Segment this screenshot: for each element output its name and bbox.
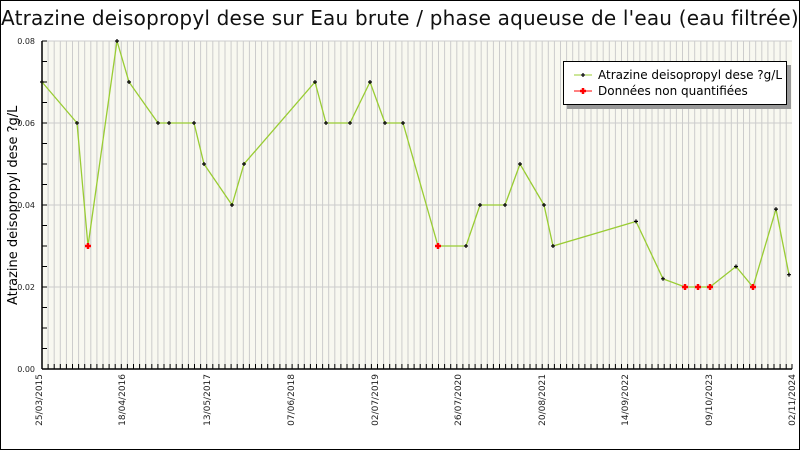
data-point-marker xyxy=(542,203,546,207)
data-point-marker xyxy=(127,80,131,84)
data-point-marker xyxy=(551,244,555,248)
non-quantified-marker xyxy=(682,284,688,290)
legend-item-measured: Atrazine deisopropyl dese ?g/L xyxy=(572,67,782,83)
data-point-marker xyxy=(634,219,638,224)
data-point-marker xyxy=(202,162,206,166)
data-series xyxy=(40,39,791,290)
non-quantified-marker xyxy=(695,284,701,290)
legend-label: Données non quantifiées xyxy=(598,84,748,98)
data-point-marker xyxy=(75,121,79,125)
x-tick-label: 09/10/2023 xyxy=(705,374,715,426)
data-point-marker xyxy=(167,121,171,125)
data-point-marker xyxy=(661,276,665,281)
data-point-marker xyxy=(242,162,246,166)
data-point-marker xyxy=(787,272,791,277)
data-point-marker xyxy=(518,162,522,166)
y-tick-label: 0.02 xyxy=(17,283,35,292)
x-tick-label: 07/06/2018 xyxy=(287,374,297,426)
x-tick-label: 26/07/2020 xyxy=(454,374,464,426)
non-quantified-marker xyxy=(707,284,713,290)
x-tick-label: 13/05/2017 xyxy=(203,374,213,426)
data-point-marker xyxy=(734,264,738,269)
data-point-marker xyxy=(313,80,317,84)
x-tick-label: 25/03/2015 xyxy=(35,374,45,426)
data-point-marker xyxy=(368,80,372,84)
y-tick-label: 0.08 xyxy=(17,37,35,46)
x-tick-label: 20/08/2021 xyxy=(538,374,548,426)
y-tick-label: 0.00 xyxy=(17,365,35,374)
data-point-marker xyxy=(324,121,328,125)
data-point-marker xyxy=(503,203,507,207)
data-point-marker xyxy=(192,121,196,125)
legend-item-non-quantified: Données non quantifiées xyxy=(572,83,748,99)
data-point-marker xyxy=(464,244,468,248)
non-quantified-marker xyxy=(85,243,91,249)
chart-title: Atrazine deisopropyl dese sur Eau brute … xyxy=(1,6,799,30)
data-point-marker xyxy=(348,121,352,125)
data-point-marker xyxy=(774,207,778,212)
x-tick-label: 18/04/2016 xyxy=(118,374,128,426)
non-quantified-marker xyxy=(750,284,756,290)
non-quantified-marker xyxy=(435,243,441,249)
data-point-marker xyxy=(383,121,387,125)
x-tick-label: 02/11/2024 xyxy=(788,374,798,426)
y-tick-label: 0.04 xyxy=(17,201,35,210)
x-tick-label: 02/07/2019 xyxy=(371,374,381,426)
y-axis: 0.00 0.02 0.04 0.06 0.08 xyxy=(17,37,47,374)
red-cross-marker-icon xyxy=(572,83,594,99)
legend: Atrazine deisopropyl dese ?g/L Données n… xyxy=(563,61,787,105)
black-cross-marker-icon xyxy=(572,67,594,83)
data-point-marker xyxy=(478,203,482,207)
data-point-marker xyxy=(401,121,405,125)
data-point-marker xyxy=(156,121,160,125)
x-tick-label: 14/09/2022 xyxy=(621,374,631,426)
data-point-marker xyxy=(230,203,234,207)
data-point-marker xyxy=(40,80,44,84)
data-point-marker xyxy=(115,39,119,43)
legend-label: Atrazine deisopropyl dese ?g/L xyxy=(598,68,783,82)
y-tick-label: 0.06 xyxy=(17,119,35,128)
x-axis: 25/03/2015 18/04/2016 13/05/2017 07/06/2018… xyxy=(35,364,798,426)
